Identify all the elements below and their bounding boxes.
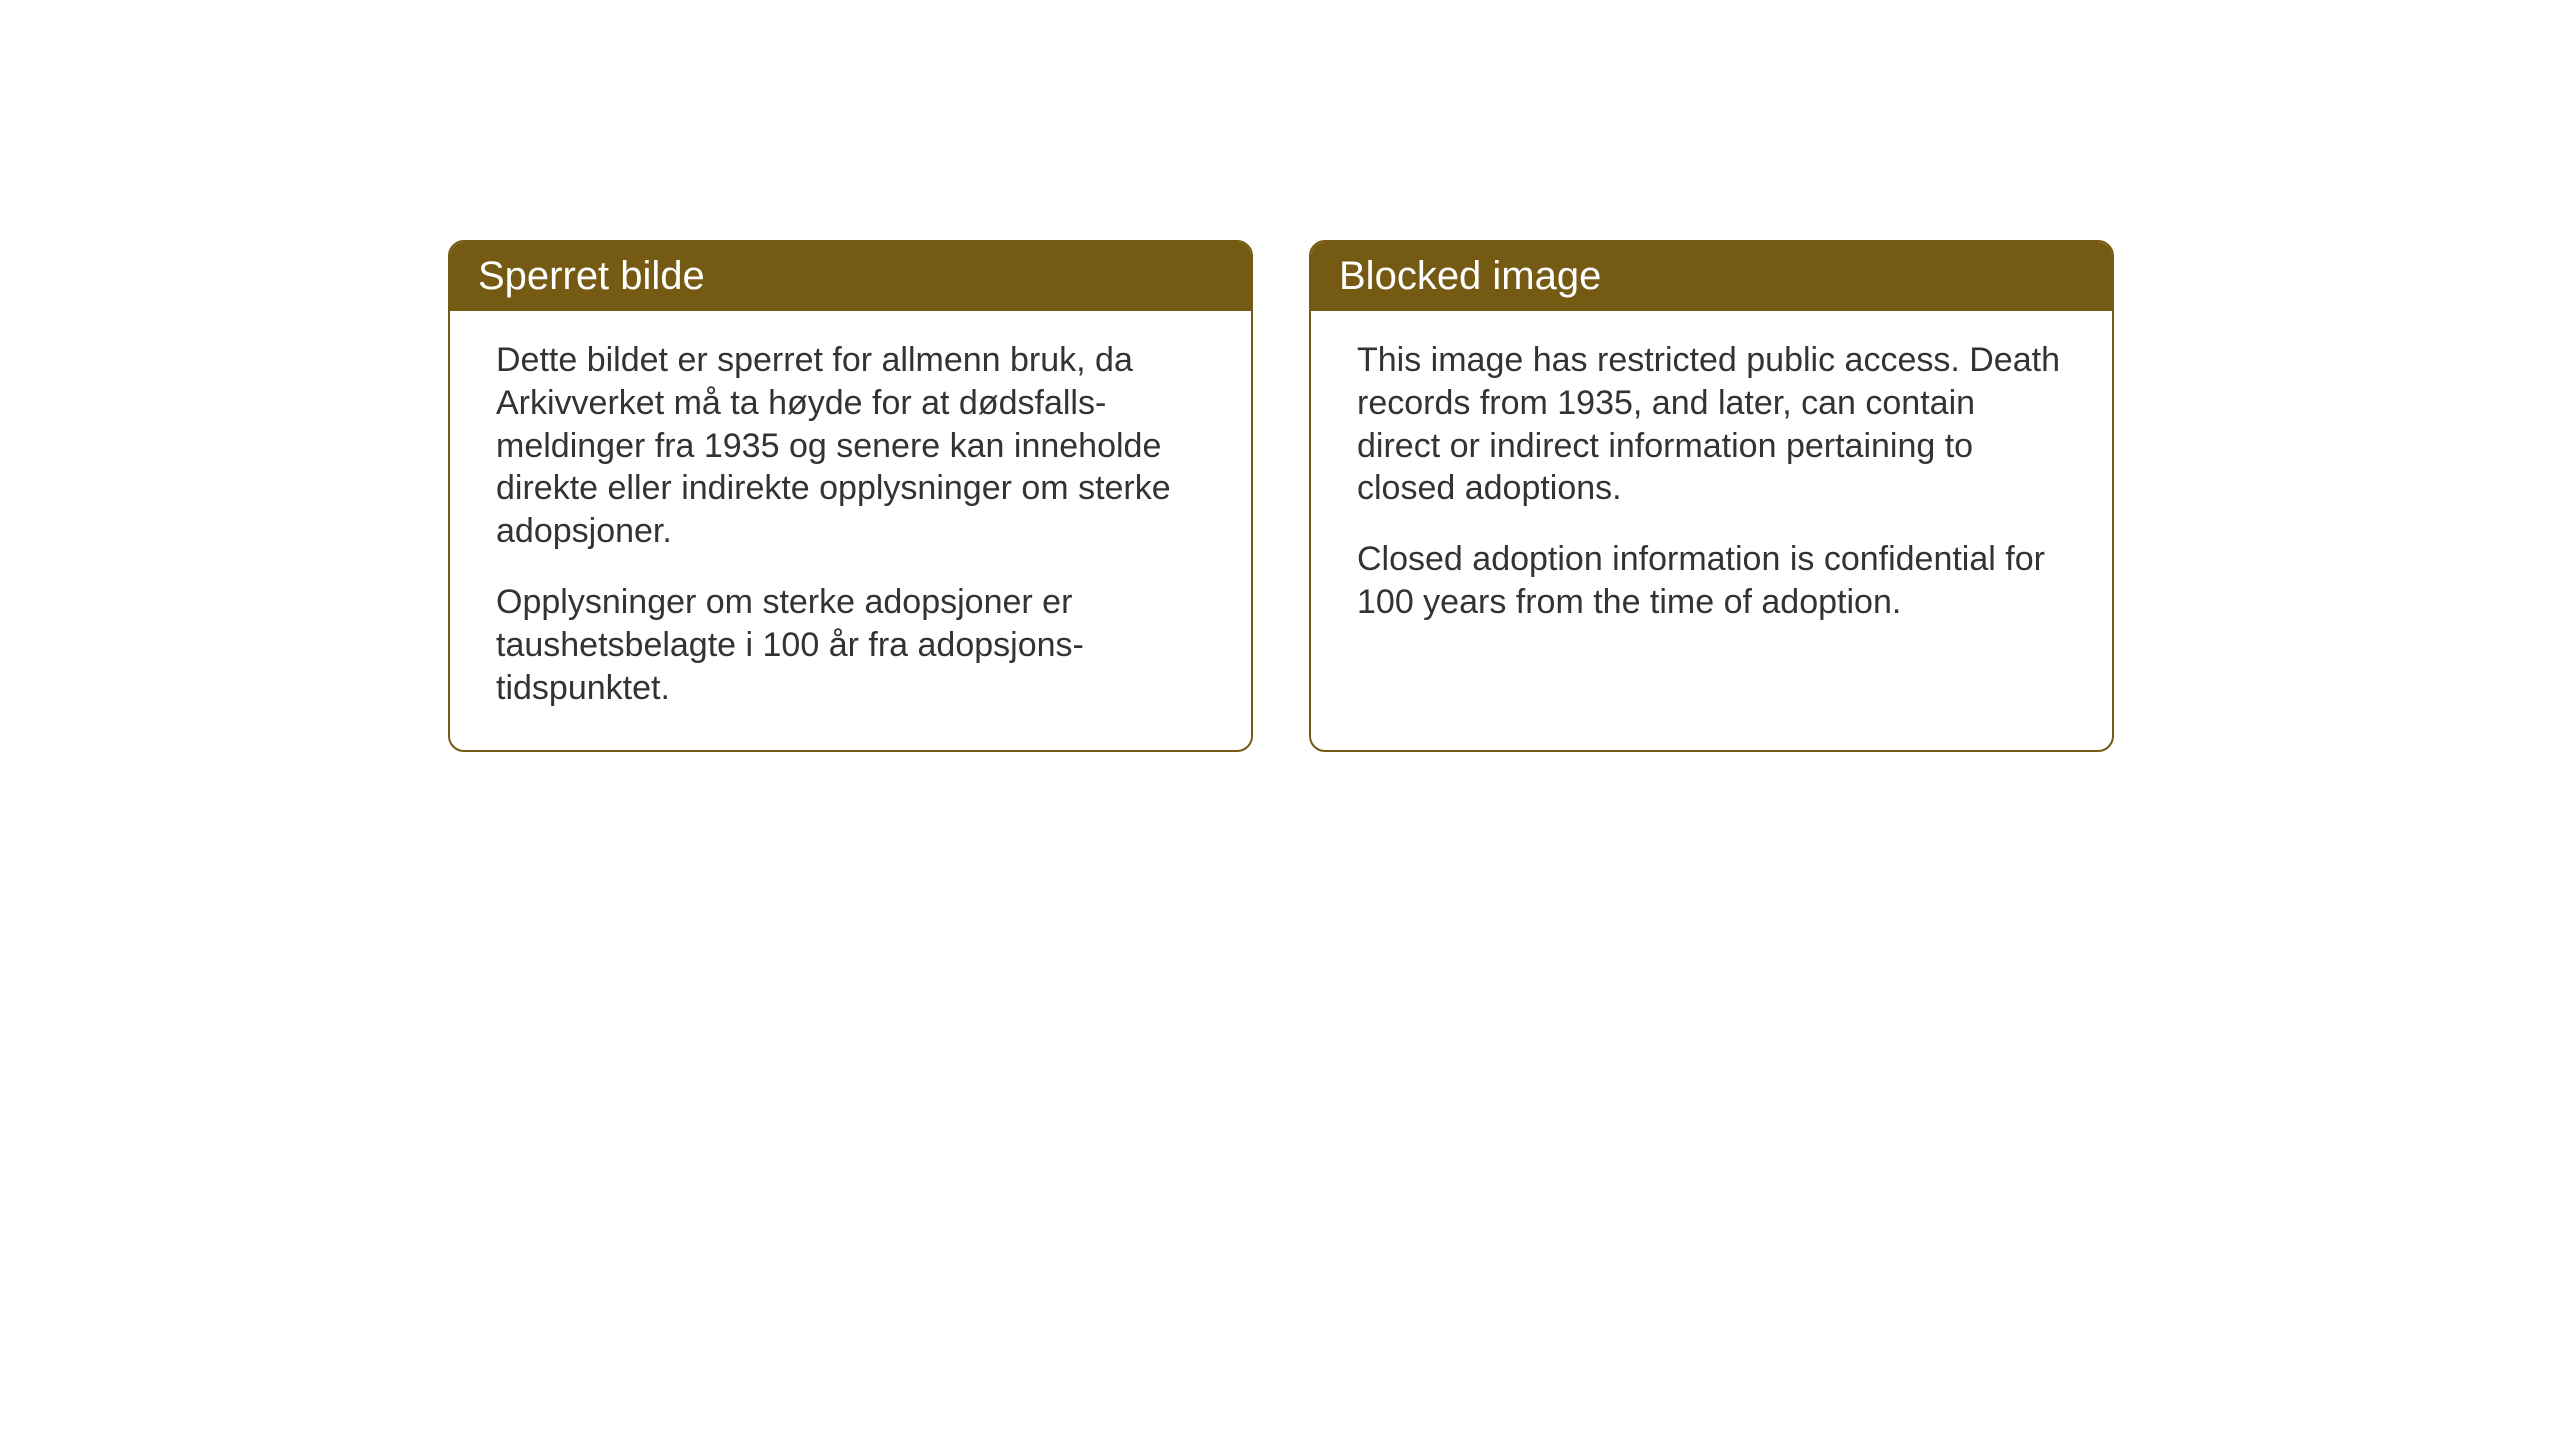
english-header-text: Blocked image [1339, 254, 1601, 298]
norwegian-paragraph-2: Opplysninger om sterke adopsjoner er tau… [496, 581, 1205, 709]
cards-container: Sperret bilde Dette bildet er sperret fo… [448, 240, 2114, 752]
norwegian-card-header: Sperret bilde [450, 242, 1251, 311]
norwegian-card: Sperret bilde Dette bildet er sperret fo… [448, 240, 1253, 752]
norwegian-card-body: Dette bildet er sperret for allmenn bruk… [450, 311, 1251, 750]
english-card: Blocked image This image has restricted … [1309, 240, 2114, 752]
norwegian-paragraph-1: Dette bildet er sperret for allmenn bruk… [496, 339, 1205, 553]
english-card-body: This image has restricted public access.… [1311, 311, 2112, 664]
english-paragraph-2: Closed adoption information is confident… [1357, 538, 2066, 624]
norwegian-header-text: Sperret bilde [478, 254, 705, 298]
english-card-header: Blocked image [1311, 242, 2112, 311]
english-paragraph-1: This image has restricted public access.… [1357, 339, 2066, 510]
